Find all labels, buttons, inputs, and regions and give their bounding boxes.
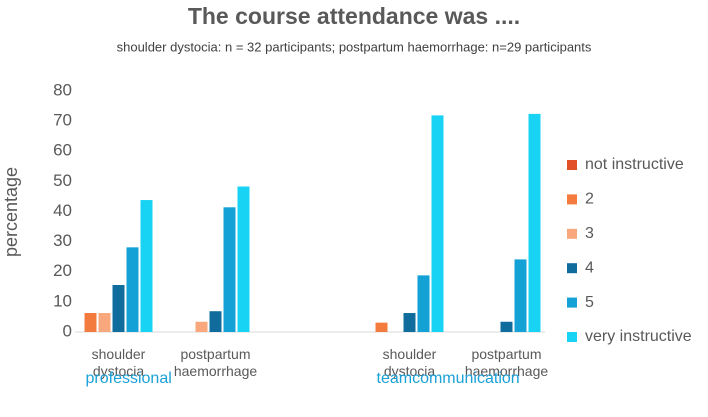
y-tick-label: 10 <box>53 291 72 310</box>
group-label: professional <box>85 370 172 387</box>
legend-swatch <box>567 263 577 274</box>
y-tick-label: 60 <box>53 141 72 160</box>
bar <box>126 247 139 332</box>
group-label: teamcommunication <box>376 370 520 387</box>
x-tick-label: shoulder dystocia <box>382 346 437 379</box>
bar <box>514 259 527 332</box>
legend-swatch <box>567 297 577 308</box>
bar <box>209 311 222 332</box>
x-tick-label: postpartum haemorrhage <box>464 346 549 379</box>
y-tick-label: 40 <box>53 201 72 220</box>
bar <box>403 313 416 332</box>
legend-swatch <box>567 194 577 205</box>
bar <box>417 275 430 332</box>
y-tick-label: 20 <box>53 261 72 280</box>
y-tick-label: 70 <box>53 111 72 130</box>
bar <box>84 313 97 332</box>
bar <box>431 115 444 333</box>
bar <box>140 200 153 332</box>
bar <box>195 321 208 332</box>
x-tick-label: postpartum haemorrhage <box>173 346 258 379</box>
bar <box>237 186 250 332</box>
y-tick-label: 0 <box>63 321 72 340</box>
y-tick-label: 50 <box>53 171 72 190</box>
legend-label: 2 <box>585 191 594 208</box>
bar <box>375 322 388 332</box>
legend-label: 3 <box>585 225 594 242</box>
x-tick-label: shoulder dystocia <box>91 346 146 379</box>
y-tick-label: 80 <box>53 80 72 99</box>
legend-swatch <box>567 332 577 342</box>
bar <box>528 113 541 333</box>
legend-label: very instructive <box>585 328 692 345</box>
y-axis-label: percentage <box>1 167 21 257</box>
legend-label: 4 <box>585 259 594 276</box>
chart-subtitle: shoulder dystocia: n = 32 participants; … <box>117 39 592 54</box>
bar <box>223 207 236 332</box>
bar <box>500 321 513 332</box>
legend-swatch <box>567 228 577 239</box>
y-tick-label: 30 <box>53 231 72 250</box>
chart-title: The course attendance was .... <box>188 3 520 29</box>
legend-label: 5 <box>585 294 594 311</box>
bar <box>112 285 125 332</box>
bar <box>98 313 111 332</box>
legend-swatch <box>567 160 577 170</box>
legend-label: not instructive <box>585 156 684 173</box>
